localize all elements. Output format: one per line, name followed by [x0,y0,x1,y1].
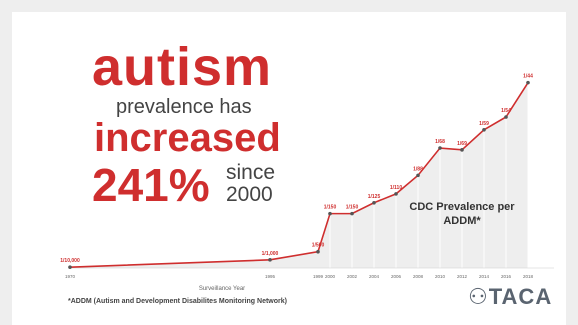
data-label: 1/150 [324,205,337,211]
data-label: 1/54 [501,108,511,114]
chart-title: CDC Prevalence per ADDM* [409,201,515,227]
data-label: 1/500 [312,243,325,249]
x-tick-label: 2010 [435,274,446,279]
footnote: *ADDM (Autism and Development Disabilite… [68,298,287,305]
data-label: 1/1,000 [262,251,279,257]
data-label: 1/10,000 [60,258,80,264]
x-axis-label: Surveillance Year [199,286,245,292]
x-tick-label: 2002 [347,274,358,279]
headline-percent: 241% [92,159,210,211]
data-point [394,192,398,196]
data-label: 1/125 [368,194,381,200]
data-point [68,265,72,269]
data-point [372,200,376,205]
data-point [328,211,332,216]
data-point [504,115,508,119]
headline-autism: autism [92,37,273,97]
data-label: 1/110 [390,185,402,191]
x-tick-label: 2006 [391,274,402,279]
data-label: 1/150 [346,205,359,211]
data-label: 1/44 [523,74,533,80]
x-tick-label: 2008 [413,274,424,279]
x-tick-label: 2018 [523,274,534,279]
x-tick-label: 2012 [457,274,468,279]
headline-year: 2000 [226,183,273,206]
data-point [316,249,320,254]
data-point [438,146,442,150]
data-point [416,173,420,178]
headline-increased: increased [94,116,281,160]
x-tick-label: 2016 [501,274,512,279]
data-label: 1/69 [457,141,467,147]
data-label: 1/88 [413,166,423,172]
data-label: 1/68 [435,139,445,145]
headline-prevalence-has: prevalence has [116,96,252,118]
data-point [526,80,530,85]
data-point [350,211,354,216]
x-tick-label: 2000 [325,274,336,279]
data-label: 1/59 [479,121,489,127]
x-tick-label: 1999 [313,274,324,279]
data-point [482,127,486,132]
logo-text: TACA [488,284,553,309]
x-tick-label: 2014 [479,274,490,279]
headline-since: since [226,161,276,184]
x-tick-label: 1995 [265,274,276,279]
x-tick-label: 1970 [65,274,76,279]
area-fill [70,82,528,268]
taca-logo: ⚇TACA [468,284,552,310]
data-point [460,148,464,152]
prevalence-chart: 1/10,000 1/1,000 1/500 1/150 1/150 1/125 1/110… [60,74,554,292]
infographic-card: autism prevalence has increased 241% sin… [12,12,566,325]
data-point [268,258,272,262]
people-icon: ⚇ [468,284,489,309]
x-tick-label: 2004 [369,274,380,279]
